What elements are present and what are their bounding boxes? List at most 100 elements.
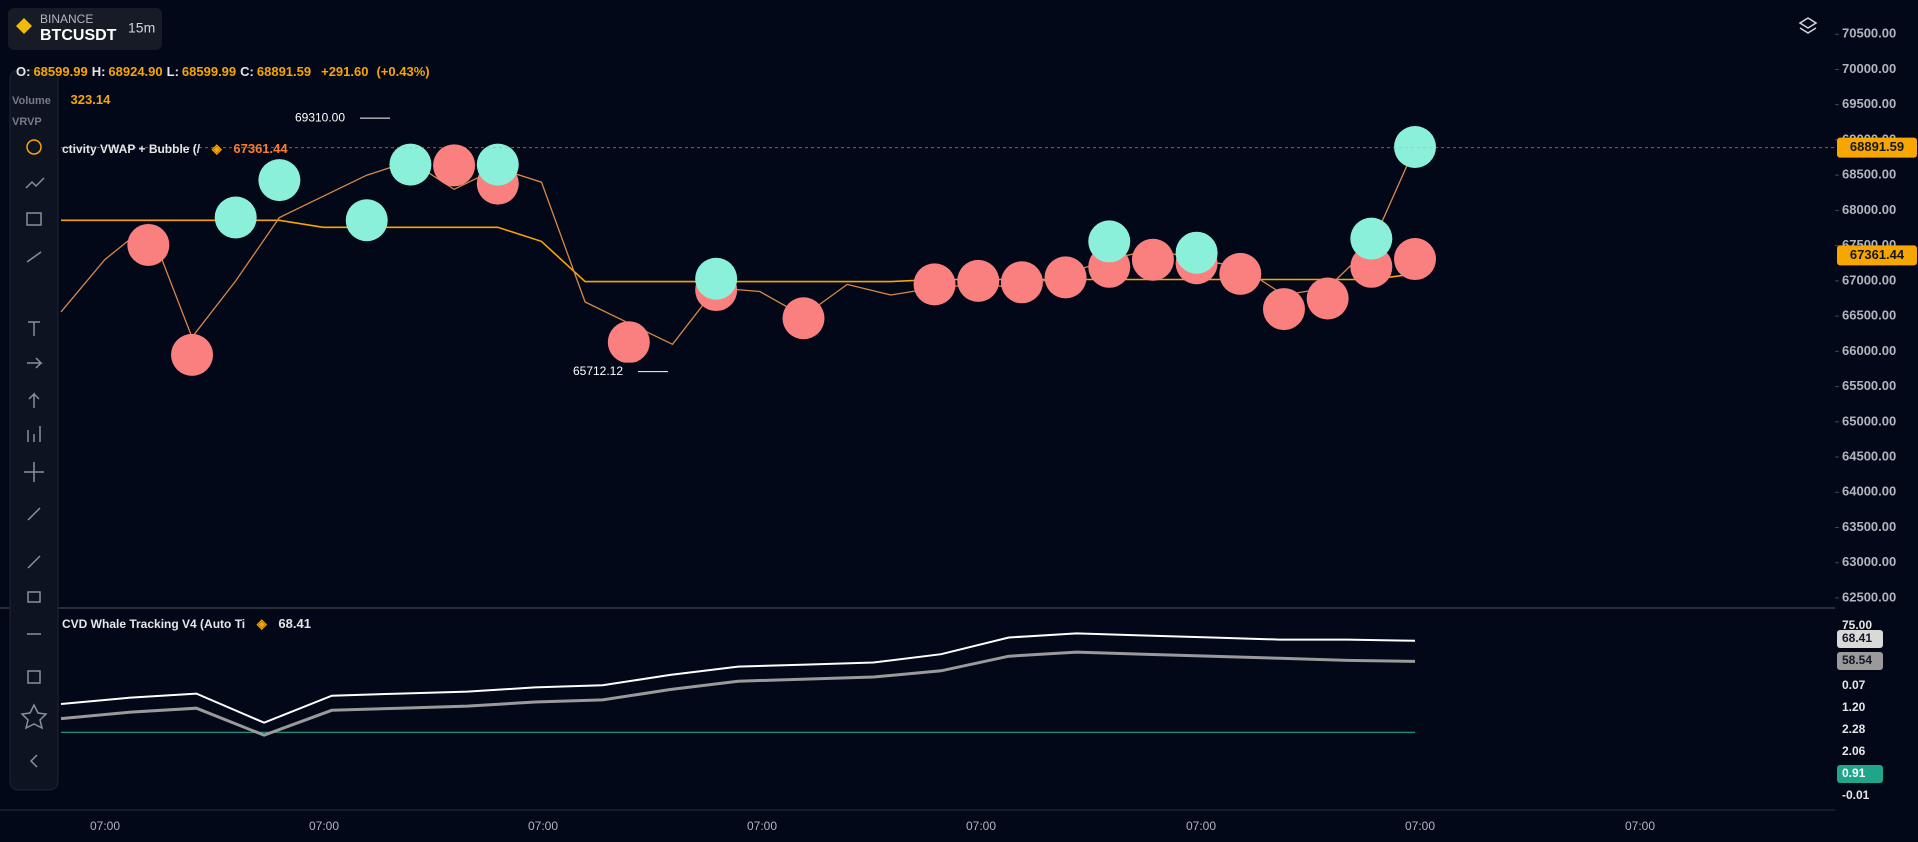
ohlc-key: C: xyxy=(240,64,254,79)
sell-bubble xyxy=(957,259,1000,302)
y-tick-label: 64000.00 xyxy=(1842,484,1896,499)
sell-bubble xyxy=(1262,288,1305,331)
cvd-value: 68.41 xyxy=(278,616,311,631)
toolbar-icons xyxy=(20,139,48,768)
buy-bubble xyxy=(695,257,738,300)
y-tick-label: 70000.00 xyxy=(1842,61,1896,76)
cvd-label: 0.07 xyxy=(1842,678,1866,692)
buy-bubble xyxy=(214,196,257,239)
x-tick-label: 07:00 xyxy=(966,819,996,833)
buy-bubble xyxy=(1088,220,1131,263)
ohlc-legend: O: 68599.99 H: 68924.90 L: 68599.99 C: 68891.59… xyxy=(12,64,430,79)
sell-bubble xyxy=(782,297,825,340)
ohlc-value: 68924.90 xyxy=(108,64,163,79)
vrvp-label: VRVP xyxy=(12,116,42,128)
buy-bubble xyxy=(258,159,301,202)
cvd-label: 0.91 xyxy=(1842,766,1866,780)
y-tick-label: 63000.00 xyxy=(1842,554,1896,569)
price-tag-label: 68891.59 xyxy=(1850,139,1904,154)
price-tag xyxy=(1837,137,1917,158)
symbol-box[interactable] xyxy=(8,8,162,50)
buy-bubble xyxy=(389,143,432,186)
y-tick-label: 62500.00 xyxy=(1842,589,1896,604)
indicator-icon[interactable]: ◈ xyxy=(211,141,222,156)
sell-bubble xyxy=(1000,261,1043,304)
cvd-label: 75.00 xyxy=(1842,618,1872,632)
extreme-label: 69310.00 xyxy=(295,110,345,124)
sell-bubble xyxy=(1306,277,1349,320)
symbol: BTCUSDT xyxy=(40,27,117,44)
x-tick-label: 07:00 xyxy=(309,819,339,833)
cvd-label: 2.28 xyxy=(1842,722,1866,736)
volume-label: Volume xyxy=(12,95,51,107)
y-tick-label: 66000.00 xyxy=(1842,343,1896,358)
sell-bubble xyxy=(433,144,476,187)
sell-bubble xyxy=(127,223,170,266)
ohlc-key: O: xyxy=(16,64,31,79)
ohlc-value: 68599.99 xyxy=(181,64,237,79)
y-tick-label: 68500.00 xyxy=(1842,167,1896,182)
cvd-label-box xyxy=(1837,652,1883,670)
buy-bubble xyxy=(476,143,519,186)
buy-bubble xyxy=(345,199,388,242)
exchange-logo xyxy=(16,18,32,34)
x-tick-label: 07:00 xyxy=(1625,819,1655,833)
y-tick-label: 63500.00 xyxy=(1842,519,1896,534)
y-tick-label: 69500.00 xyxy=(1842,96,1896,111)
sell-bubble xyxy=(1131,238,1174,281)
cvd-icon[interactable]: ◈ xyxy=(256,616,267,631)
cvd-label: -0.01 xyxy=(1842,788,1870,802)
sell-bubble xyxy=(171,333,214,376)
x-tick-label: 07:00 xyxy=(747,819,777,833)
indicator-legend: ctivity VWAP + Bubble (/ ◈ 67361.44 xyxy=(62,141,288,157)
change: +291.60 xyxy=(321,64,369,79)
interval: 15m xyxy=(128,20,155,36)
change-pct: (+0.43%) xyxy=(376,64,430,79)
x-tick-label: 07:00 xyxy=(90,819,120,833)
cvd-label: 2.06 xyxy=(1842,744,1866,758)
extreme-label-bg xyxy=(282,109,358,128)
sell-bubble xyxy=(913,263,956,306)
extreme-label-bg xyxy=(560,362,636,381)
y-tick-label: 65000.00 xyxy=(1842,413,1896,428)
indicator-value: 67361.44 xyxy=(233,141,288,156)
cvd-label: 1.20 xyxy=(1842,700,1866,714)
cvd-gray-line xyxy=(60,650,1416,737)
y-tick-label: 68000.00 xyxy=(1842,202,1896,217)
cvd-legend: CVD Whale Tracking V4 (Auto Ti ◈ 68.41 xyxy=(62,616,311,632)
buy-bubble xyxy=(1175,231,1218,274)
cvd-white-line xyxy=(60,632,1416,724)
toolbar xyxy=(9,69,59,791)
cvd-label: 68.41 xyxy=(1842,631,1872,645)
cvd-label: 58.54 xyxy=(1842,653,1872,667)
volume-value: 323.14 xyxy=(70,92,111,107)
sell-bubble xyxy=(1044,256,1087,299)
buy-bubble xyxy=(1394,125,1436,168)
x-tick-label: 07:00 xyxy=(1186,819,1216,833)
sell-bubble xyxy=(1219,252,1262,295)
cvd-name: CVD Whale Tracking V4 (Auto Ti xyxy=(62,617,246,631)
x-tick-label: 07:00 xyxy=(1405,819,1435,833)
ohlc-key: H: xyxy=(91,64,106,79)
extreme-label: 65712.12 xyxy=(573,364,623,378)
cvd-label-box xyxy=(1837,630,1883,648)
y-tick-label: 65500.00 xyxy=(1842,378,1896,393)
x-tick-label: 07:00 xyxy=(528,819,558,833)
sell-bubble xyxy=(1394,238,1436,281)
layers-icon[interactable] xyxy=(1798,17,1818,34)
buy-bubble xyxy=(1350,217,1393,260)
ohlc-value: 68599.99 xyxy=(33,64,88,79)
price-tag xyxy=(1837,245,1917,266)
y-tick-label: 64500.00 xyxy=(1842,448,1896,463)
ohlc-value: 68891.59 xyxy=(256,64,312,79)
indicator-name: ctivity VWAP + Bubble (/ xyxy=(62,142,201,156)
y-tick-label: 70500.00 xyxy=(1842,26,1896,41)
exchange: BINANCE xyxy=(40,12,93,26)
cvd-label-box xyxy=(1837,765,1883,783)
volume-legend: Volume 323.14 xyxy=(12,92,110,107)
price-tag-label: 67361.44 xyxy=(1850,247,1905,262)
sell-bubble xyxy=(607,321,650,364)
